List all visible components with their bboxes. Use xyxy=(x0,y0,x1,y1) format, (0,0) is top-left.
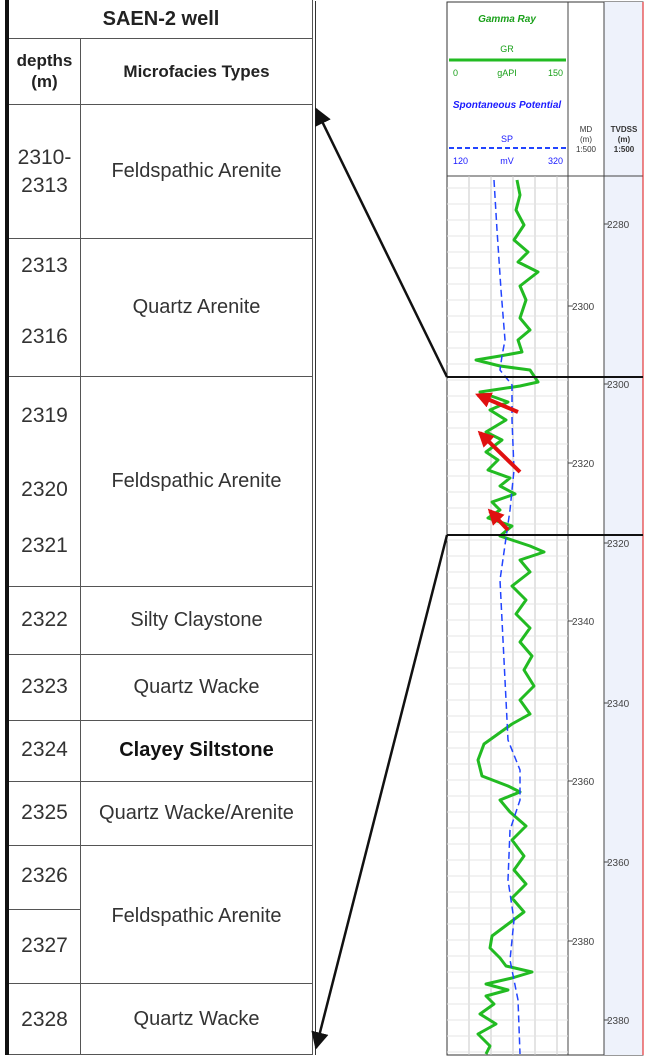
facies-type-label: Feldspathic Arenite xyxy=(111,904,282,927)
tvdss-tick-label: 2300 xyxy=(607,380,630,391)
table-row-divider xyxy=(9,654,313,655)
tvdss-header-line: 1:500 xyxy=(614,145,635,154)
sp-min: 120 xyxy=(453,156,468,166)
table-row-divider xyxy=(9,845,313,846)
sp-max: 320 xyxy=(548,156,563,166)
md-tick-label: 2320 xyxy=(572,459,595,470)
facies-type-label: Quartz Arenite xyxy=(132,295,261,318)
gr-label: GR xyxy=(500,44,514,54)
table-row-divider xyxy=(9,104,313,105)
tvdss-header-line: (m) xyxy=(618,135,631,144)
gr-min: 0 xyxy=(453,68,458,78)
facies-type-label: Silty Claystone xyxy=(130,608,263,631)
depth-label: 2320 xyxy=(21,478,68,501)
table-title: SAEN-2 well xyxy=(102,7,220,30)
gamma-ray-curve xyxy=(474,179,546,1055)
md-tick-label: 2360 xyxy=(572,777,595,788)
facies-column-header: Microfacies Types xyxy=(123,61,270,81)
gamma-ray-title: Gamma Ray xyxy=(478,14,536,25)
gr-unit: gAPI xyxy=(497,68,517,78)
depth-label: 2316 xyxy=(21,325,68,348)
md-header-line: 1:500 xyxy=(576,145,597,154)
panel-left-border xyxy=(315,1,316,1055)
sp-label: SP xyxy=(501,134,513,144)
depth-label: 2310- xyxy=(17,146,72,169)
table-row-divider xyxy=(9,1054,313,1055)
table-row-divider xyxy=(9,38,313,39)
tvdss-tick-label: 2360 xyxy=(607,858,630,869)
depth-label: 2322 xyxy=(21,608,68,631)
md-header-line: (m) xyxy=(580,135,592,144)
table-column-divider xyxy=(80,38,81,1054)
facies-type-label: Feldspathic Arenite xyxy=(111,159,282,182)
tvdss-tick-label: 2280 xyxy=(607,220,630,231)
red-marker-arrow xyxy=(487,508,510,532)
depth-label: 2324 xyxy=(21,738,68,761)
red-marker-arrow xyxy=(477,430,522,474)
md-tick-label: 2340 xyxy=(572,617,595,628)
sp-unit: mV xyxy=(500,156,514,166)
table-row-divider xyxy=(9,720,313,721)
facies-table: SAEN-2 well depths (m) Microfacies Types 23… xyxy=(5,0,313,1055)
tvdss-tick-label: 2340 xyxy=(607,699,630,710)
table-row-divider xyxy=(9,238,313,239)
depth-label: 2319 xyxy=(21,404,68,427)
facies-type-label: Quartz Wacke xyxy=(133,1007,260,1030)
depth-column-header: depths (m) xyxy=(16,51,73,91)
table-row-divider xyxy=(9,983,313,984)
depth-label: 2327 xyxy=(21,934,68,957)
tvdss-track-bg xyxy=(604,2,643,1055)
table-column-divider xyxy=(312,0,313,1055)
connector-arrow-top xyxy=(314,107,449,378)
depth-label: 2313 xyxy=(21,174,68,197)
tvdss-tick-label: 2380 xyxy=(607,1016,630,1027)
facies-type-label: Feldspathic Arenite xyxy=(111,469,282,492)
depth-label: 2323 xyxy=(21,675,68,698)
depth-label: 2326 xyxy=(21,864,68,887)
depth-label: 2325 xyxy=(21,801,68,824)
connector-arrow-bottom xyxy=(311,534,449,1050)
table-row-divider xyxy=(9,586,313,587)
facies-type-label: Quartz Wacke xyxy=(133,675,260,698)
red-marker-arrow xyxy=(475,392,519,414)
table-row-divider xyxy=(9,376,313,377)
spontaneous-potential-curve xyxy=(493,179,521,1055)
tvdss-tick-label: 2320 xyxy=(607,539,630,550)
depth-label: 2328 xyxy=(21,1008,68,1031)
md-tick-label: 2300 xyxy=(572,302,595,313)
gr-max: 150 xyxy=(548,68,563,78)
depth-label: 2321 xyxy=(21,534,68,557)
facies-type-label: Quartz Wacke/Arenite xyxy=(99,801,294,824)
table-subrow-divider xyxy=(9,909,80,910)
depth-label: 2313 xyxy=(21,254,68,277)
facies-type-label: Clayey Siltstone xyxy=(119,739,274,761)
sp-title: Spontaneous Potential xyxy=(453,100,562,111)
table-row-divider xyxy=(9,781,313,782)
md-header-line: MD xyxy=(580,125,593,134)
md-tick-label: 2380 xyxy=(572,937,595,948)
tvdss-header-line: TVDSS xyxy=(611,125,638,134)
